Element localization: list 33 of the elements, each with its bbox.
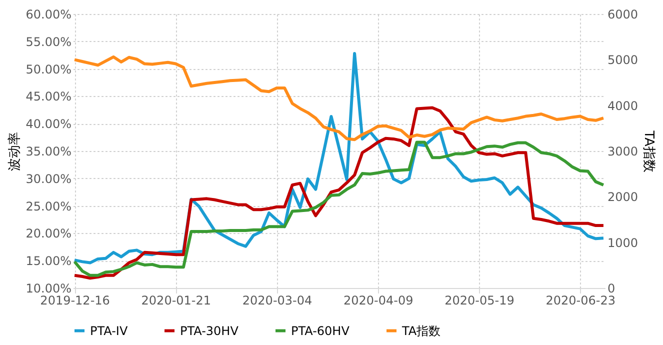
y-tick-label: 60.00% — [26, 8, 72, 22]
y2-tick-label: 3000 — [608, 144, 638, 158]
line-series — [73, 106, 605, 280]
x-tick-label: 2019-12-16 — [40, 294, 110, 308]
line-series — [73, 140, 605, 277]
y-tick-label: 50.00% — [26, 62, 72, 76]
y-tick-label: 15.00% — [26, 254, 72, 268]
legend-label: PTA-IV — [90, 324, 128, 338]
y2-tick-label: 2000 — [608, 190, 638, 204]
y2-tick-label: 5000 — [608, 53, 638, 68]
x-tick-label: 2020-04-09 — [344, 294, 414, 308]
y-tick-label: 30.00% — [26, 172, 72, 186]
y2-tick-label: 6000 — [608, 8, 638, 22]
y-tick-label: 40.00% — [26, 117, 72, 132]
y2-tick-label: 4000 — [608, 98, 638, 113]
legend-label: PTA-60HV — [291, 324, 350, 338]
x-tick-label: 2020-06-23 — [546, 294, 616, 308]
y2-tick-label: 0 — [608, 282, 616, 296]
y-tick-label: 20.00% — [26, 226, 72, 241]
x-tick-label: 2020-03-04 — [242, 294, 312, 308]
y-tick-label: 25.00% — [26, 199, 72, 214]
y-axis-title: 波动率 — [6, 132, 23, 171]
y-tick-label: 55.00% — [26, 34, 72, 49]
y-tick-label: 10.00% — [26, 282, 72, 296]
y-tick-label: 35.00% — [26, 144, 72, 158]
legend-label: TA指数 — [401, 324, 441, 338]
x-tick-label: 2020-01-21 — [141, 294, 212, 308]
legend-label: PTA-30HV — [180, 324, 240, 338]
line-series — [73, 55, 605, 142]
y-tick-label: 45.00% — [26, 90, 72, 104]
y2-axis-title: TA指数 — [641, 130, 656, 172]
x-tick-label: 2020-05-19 — [444, 294, 514, 308]
y2-tick-label: 1000 — [608, 236, 638, 250]
